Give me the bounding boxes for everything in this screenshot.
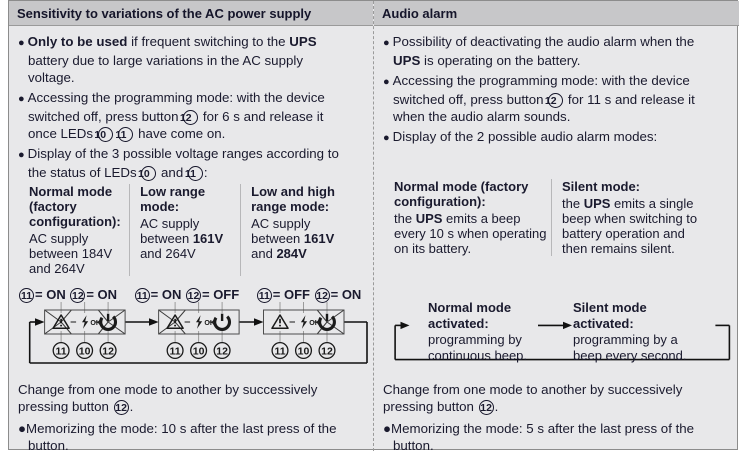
svg-text:10: 10 [79, 345, 91, 357]
svg-text:11: 11 [274, 345, 285, 357]
svg-text:12: 12 [321, 345, 333, 357]
svg-text:12: 12 [102, 345, 114, 357]
svg-text:11: 11 [56, 345, 67, 357]
svg-text:10: 10 [193, 345, 205, 357]
svg-text:12: 12 [216, 345, 228, 357]
svg-text:10: 10 [298, 345, 310, 357]
svg-text:11: 11 [170, 345, 181, 357]
